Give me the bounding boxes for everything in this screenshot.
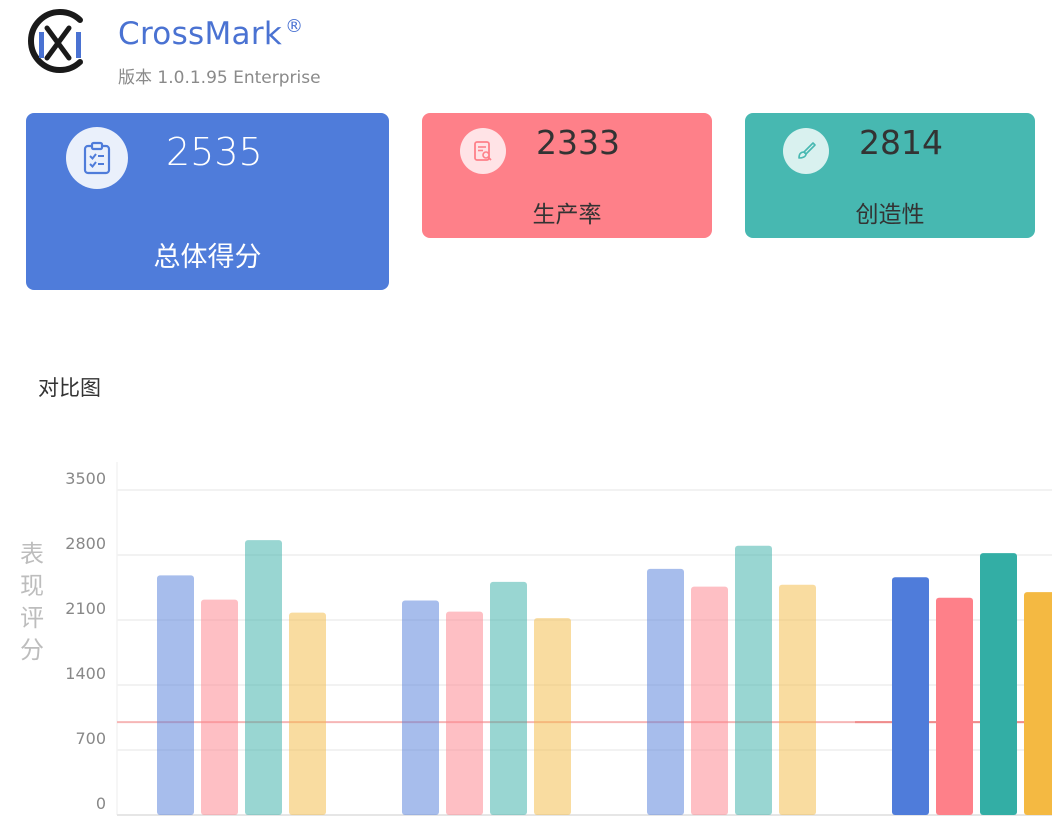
brush-icon — [783, 128, 829, 174]
chart-bar[interactable] — [157, 575, 194, 815]
creativity-label: 创造性 — [855, 202, 925, 228]
chart-bar[interactable] — [289, 612, 326, 815]
y-tick-label: 0 — [96, 794, 106, 813]
y-axis-title-char: 现 — [20, 572, 44, 600]
creativity-card[interactable]: 2814 创造性 — [745, 113, 1035, 238]
y-tick-label: 2100 — [65, 599, 106, 618]
crossmark-logo — [22, 8, 92, 74]
creativity-score-value: 2814 — [859, 123, 943, 162]
chart-bar[interactable] — [534, 618, 571, 815]
chart-bar[interactable] — [892, 577, 929, 815]
chart-bar[interactable] — [735, 545, 772, 815]
chart-bar[interactable] — [201, 599, 238, 815]
productivity-card[interactable]: 2333 生产率 — [422, 113, 712, 238]
chart-bar[interactable] — [980, 553, 1017, 815]
comparison-bar-chart: 0 700 1400 2100 2800 3500 表现评分 — [0, 440, 1052, 819]
chart-bar[interactable] — [1024, 592, 1052, 815]
productivity-label: 生产率 — [532, 202, 602, 228]
y-tick-label: 2800 — [65, 534, 106, 553]
clipboard-check-icon — [66, 127, 128, 189]
y-tick-label: 1400 — [65, 664, 106, 683]
chart-bar[interactable] — [779, 584, 816, 815]
overall-score-card[interactable]: 2535 总体得分 — [26, 113, 389, 290]
chart-bar[interactable] — [446, 611, 483, 815]
chart-bar[interactable] — [402, 600, 439, 816]
document-search-icon — [460, 128, 506, 174]
y-tick-label: 3500 — [65, 469, 106, 488]
chart-bar[interactable] — [647, 568, 684, 815]
overall-score-label: 总体得分 — [153, 242, 262, 273]
y-tick-label: 700 — [75, 729, 106, 748]
chart-bar[interactable] — [245, 540, 282, 815]
productivity-score-value: 2333 — [536, 123, 620, 162]
y-axis-title-char: 分 — [20, 636, 44, 664]
comparison-chart-title: 对比图 — [38, 376, 101, 400]
chart-bar[interactable] — [936, 597, 973, 815]
app-version: 版本 1.0.1.95 Enterprise — [118, 68, 321, 88]
app-title: CrossMark ® — [118, 16, 304, 52]
y-axis-title-char: 表 — [20, 540, 44, 568]
chart-bar[interactable] — [691, 586, 728, 815]
y-axis-title-char: 评 — [20, 604, 44, 632]
overall-score-value: 2535 — [166, 130, 263, 174]
chart-bar[interactable] — [490, 581, 527, 815]
